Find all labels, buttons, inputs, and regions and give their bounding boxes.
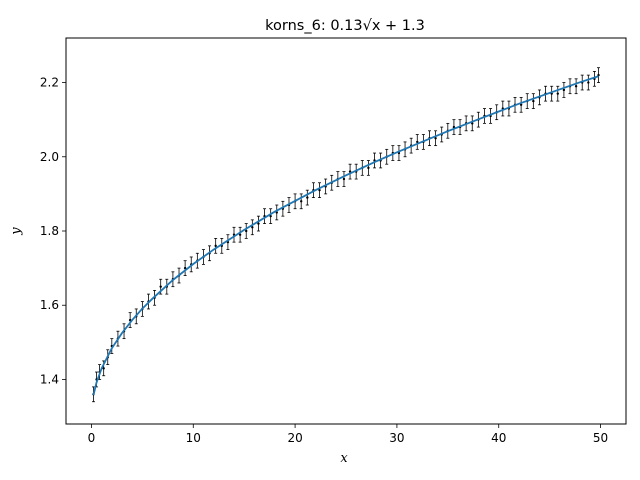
data-point xyxy=(214,238,218,254)
y-axis-ticks: 1.4 1.6 1.8 2.0 2.2 xyxy=(40,76,66,386)
data-point xyxy=(342,171,346,187)
point-marker xyxy=(532,99,535,103)
data-point xyxy=(397,145,401,161)
data-point xyxy=(373,152,377,169)
point-marker xyxy=(214,244,217,248)
x-axis-label: x xyxy=(340,451,348,466)
x-tick-label: 20 xyxy=(287,431,302,445)
point-marker xyxy=(556,92,559,95)
chart-title: korns_6: 0.13√x + 1.3 xyxy=(265,18,425,34)
data-point xyxy=(263,208,267,224)
data-point xyxy=(501,100,505,117)
data-point xyxy=(110,338,114,354)
point-marker xyxy=(367,166,370,170)
data-point xyxy=(128,312,132,328)
data-point xyxy=(452,119,456,135)
data-point xyxy=(434,130,438,147)
y-tick-label: 2.0 xyxy=(40,150,59,164)
x-tick-label: 30 xyxy=(389,431,404,445)
point-marker xyxy=(269,214,272,218)
y-axis-label: y xyxy=(9,227,24,236)
data-point xyxy=(250,219,254,236)
point-marker xyxy=(183,266,187,270)
data-point xyxy=(348,163,352,180)
data-point xyxy=(556,85,560,102)
y-tick-label: 1.4 xyxy=(40,372,59,386)
point-marker xyxy=(587,81,590,84)
data-point xyxy=(470,115,474,132)
y-tick-label: 1.8 xyxy=(40,224,59,238)
data-point xyxy=(305,189,309,206)
data-point xyxy=(311,182,315,198)
y-tick-label: 2.2 xyxy=(40,76,59,90)
data-point xyxy=(324,178,328,195)
x-tick-label: 50 xyxy=(593,431,608,445)
data-point xyxy=(519,96,523,113)
point-marker xyxy=(251,226,254,229)
point-marker xyxy=(318,188,321,192)
data-point xyxy=(299,193,303,210)
point-marker xyxy=(342,177,346,181)
point-marker xyxy=(416,140,419,144)
y-tick-label: 1.6 xyxy=(40,298,59,312)
x-axis-ticks: 0 10 20 30 40 50 xyxy=(88,424,608,445)
point-marker xyxy=(102,367,105,370)
data-point xyxy=(318,182,322,198)
point-marker xyxy=(519,103,523,107)
data-point xyxy=(415,134,419,150)
errorbar-layer xyxy=(91,67,601,403)
data-point xyxy=(597,67,601,83)
point-marker xyxy=(159,285,162,288)
data-point xyxy=(489,108,493,124)
data-point xyxy=(226,234,230,250)
data-point xyxy=(586,74,590,91)
data-point xyxy=(269,208,273,224)
fit-curve xyxy=(92,75,599,396)
data-point xyxy=(531,93,535,109)
x-tick-label: 0 xyxy=(88,431,96,445)
x-tick-label: 40 xyxy=(491,431,506,445)
data-point xyxy=(238,226,242,243)
point-marker xyxy=(434,137,437,140)
data-point xyxy=(256,215,260,232)
data-point xyxy=(574,78,578,95)
point-marker xyxy=(238,233,242,236)
point-marker xyxy=(245,229,248,233)
fit-curve-layer xyxy=(92,75,599,396)
x-tick-label: 10 xyxy=(186,431,201,445)
point-marker xyxy=(562,88,566,92)
data-point xyxy=(244,223,248,239)
data-point xyxy=(562,82,566,98)
point-marker xyxy=(574,85,578,88)
data-point xyxy=(275,204,279,221)
data-point xyxy=(366,160,370,176)
point-marker xyxy=(300,200,303,203)
data-point xyxy=(550,85,554,102)
point-marker xyxy=(257,222,260,225)
point-marker xyxy=(306,196,309,199)
data-point xyxy=(183,260,187,276)
